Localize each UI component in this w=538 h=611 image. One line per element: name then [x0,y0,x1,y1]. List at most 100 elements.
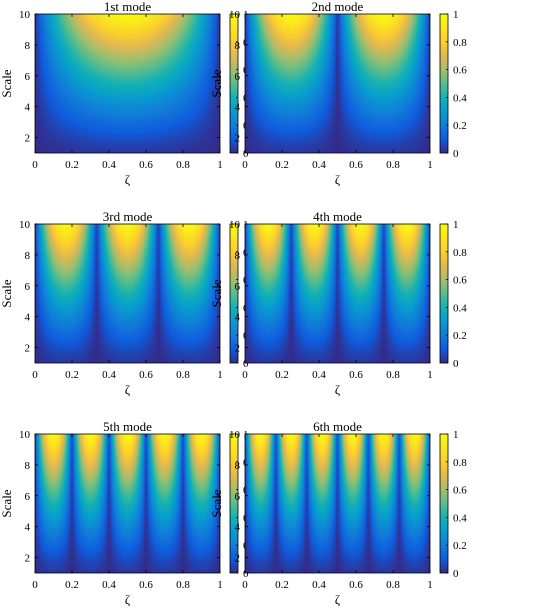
heatmap-surface [245,434,430,573]
x-tick-label: 0.2 [65,159,79,171]
colorbar-tick-label: 0.4 [453,302,467,314]
x-tick-label: 0.4 [102,369,116,381]
x-tick-label: 1 [217,159,223,171]
plot-frame [244,223,431,364]
x-tick-label: 1 [427,159,433,171]
colorbar-frame [439,433,449,574]
panel-title: 6th mode [313,419,362,434]
colorbar-tick-label: 0.2 [453,120,467,132]
y-tick-label: 2 [25,343,31,355]
colorbar-frame [229,433,239,574]
x-axis-label: ζ [125,382,131,397]
y-axis-label: Scale [0,489,14,517]
y-tick-label: 6 [235,491,241,503]
x-tick-label: 0 [32,369,38,381]
y-tick-label: 4 [235,312,241,324]
x-tick-label: 0.8 [176,579,190,591]
y-tick-label: 4 [25,522,31,534]
x-tick-label: 0.4 [312,159,326,171]
x-tick-label: 0.2 [275,579,289,591]
y-axis-label: Scale [209,279,224,307]
y-tick-label: 10 [229,429,241,441]
colorbar-tick-label: 0.6 [453,485,467,497]
plot-frame [244,433,431,574]
y-tick-label: 6 [25,281,31,293]
colorbar-tick-label: 0 [243,358,249,370]
colorbar-tick-label: 0 [453,568,459,580]
y-tick-label: 4 [25,312,31,324]
colorbar [230,434,238,573]
heatmap-surface [35,224,220,363]
y-tick-label: 10 [229,9,241,21]
colorbar-tick-label: 0 [453,358,459,370]
colorbar-tick-label: 0.4 [453,92,467,104]
panel-title: 2nd mode [312,0,364,14]
x-tick-label: 1 [427,369,433,381]
x-tick-label: 0.2 [275,369,289,381]
y-tick-label: 8 [25,460,31,472]
colorbar [230,14,238,153]
colorbar-tick-label: 0 [243,568,249,580]
x-tick-label: 0.6 [349,369,363,381]
x-tick-label: 0.4 [102,159,116,171]
colorbar-tick-label: 1 [453,9,459,21]
x-tick-label: 0.6 [139,579,153,591]
x-tick-label: 0.8 [386,579,400,591]
x-tick-label: 0 [242,579,248,591]
x-tick-label: 1 [427,579,433,591]
y-tick-label: 2 [235,133,241,145]
x-tick-label: 0 [242,159,248,171]
y-tick-label: 10 [19,429,31,441]
x-tick-label: 0 [32,159,38,171]
plot-frame [244,13,431,154]
y-tick-label: 8 [235,460,241,472]
y-tick-label: 6 [235,281,241,293]
plot-frame [34,13,221,154]
x-tick-label: 0.4 [102,579,116,591]
x-tick-label: 0.6 [139,159,153,171]
y-tick-label: 2 [235,343,241,355]
x-tick-label: 0.2 [275,159,289,171]
plot-frame [34,223,221,364]
y-tick-label: 6 [25,491,31,503]
colorbar-tick-label: 0.8 [453,457,467,469]
x-tick-label: 0.8 [176,159,190,171]
colorbar-tick-label: 0.6 [453,275,467,287]
y-tick-label: 8 [25,40,31,52]
panel-mode-3: 3rd mode00.20.40.60.81246810ζScale00.20.… [0,209,257,397]
x-tick-label: 0.4 [312,579,326,591]
x-axis-label: ζ [335,172,341,187]
y-tick-label: 10 [229,219,241,231]
colorbar-frame [229,223,239,364]
x-tick-label: 0.2 [65,579,79,591]
plot-frame [34,433,221,574]
x-tick-label: 1 [217,579,223,591]
panel-title: 1st mode [104,0,152,14]
y-tick-label: 10 [19,9,31,21]
panel-mode-1: 1st mode00.20.40.60.81246810ζScale00.20.… [0,0,257,187]
colorbar-tick-label: 1 [453,429,459,441]
x-axis-label: ζ [335,382,341,397]
y-tick-label: 10 [19,219,31,231]
x-axis-label: ζ [335,592,341,607]
x-tick-label: 0.8 [386,159,400,171]
x-tick-label: 0.8 [386,369,400,381]
y-tick-label: 2 [25,553,31,565]
x-tick-label: 1 [217,369,223,381]
colorbar-tick-label: 0 [243,148,249,160]
y-tick-label: 8 [235,250,241,262]
y-tick-label: 2 [235,553,241,565]
heatmap-surface [245,14,430,153]
colorbar-tick-label: 0.6 [453,65,467,77]
heatmap-surface [245,224,430,363]
colorbar-tick-label: 0.2 [453,330,467,342]
colorbar-frame [439,223,449,364]
colorbar-tick-label: 0.4 [453,512,467,524]
x-tick-label: 0.6 [349,579,363,591]
y-tick-label: 2 [25,133,31,145]
panel-title: 3rd mode [103,209,153,224]
colorbar-tick-label: 0.8 [453,247,467,259]
